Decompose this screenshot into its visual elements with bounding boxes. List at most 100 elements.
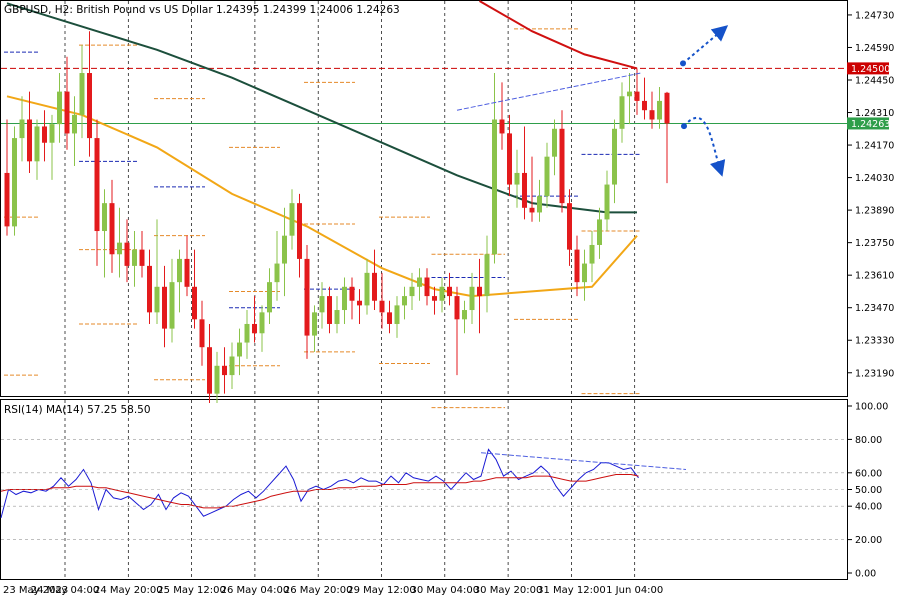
rsi-tick-label: 0.00 [855, 569, 876, 580]
candle-body [402, 296, 407, 306]
price-tick-label: 1.23610 [855, 271, 894, 282]
candle-body [507, 133, 512, 185]
candle-body [559, 128, 565, 204]
candle-body [642, 100, 647, 111]
price-axis: 1.24730 1.24590 1.24450 1.24310 1.24170 1.240… [847, 10, 894, 379]
pivot-levels [4, 28, 640, 409]
candles [4, 31, 670, 403]
rsi-tick-label: 20.00 [855, 535, 882, 546]
arrow-down [683, 117, 726, 177]
candle-body [334, 310, 340, 324]
price-pane[interactable] [0, 0, 848, 397]
candle-body [589, 244, 595, 264]
candle-body [34, 126, 40, 162]
candle-body [619, 96, 625, 129]
rsi-tick-label: 50.00 [855, 485, 882, 496]
candle-body [544, 156, 550, 197]
candle-body [439, 286, 445, 301]
candle-body [79, 73, 85, 115]
moving-average-line [479, 0, 638, 70]
candle-body [357, 300, 362, 306]
time-tick-label: 24 May 04:00 [31, 585, 100, 596]
candle-body [447, 286, 452, 297]
candle-body [514, 172, 520, 185]
candle-body [207, 347, 212, 394]
candle-body [12, 138, 17, 227]
candle-body [244, 323, 250, 343]
candle-body [424, 277, 430, 297]
candle-body [634, 91, 640, 101]
candle-body [567, 203, 572, 250]
candle-body [139, 249, 145, 266]
candle-body [169, 282, 175, 329]
candle-body [409, 286, 415, 297]
rsi-tick-label: 60.00 [855, 468, 882, 479]
candle-body [124, 242, 130, 266]
candle-body [87, 73, 92, 139]
candle-body [342, 286, 347, 311]
price-trendline [456, 72, 642, 111]
candle-body [379, 300, 385, 313]
candle-body [477, 286, 482, 297]
price-tick-label: 1.24590 [855, 43, 894, 54]
candle-body [582, 263, 587, 283]
candle-body [274, 263, 280, 283]
candle-body [499, 119, 505, 134]
candle-body [649, 110, 655, 120]
price-tick-label: 1.24030 [855, 173, 894, 184]
candle-body [214, 365, 220, 394]
price-tick-label: 1.23330 [855, 336, 894, 347]
time-tick-label: 30 May 04:00 [411, 585, 480, 596]
candle-body [177, 258, 182, 283]
candle-body [364, 272, 370, 306]
candle-body [162, 286, 167, 329]
candle-body [394, 305, 400, 324]
rsi-tick-label: 100.00 [855, 402, 888, 413]
candle-body [109, 203, 115, 255]
candle-body [529, 207, 535, 213]
price-tick-label: 1.23750 [855, 238, 894, 249]
candle-body [259, 312, 265, 334]
rsi-series-line [0, 448, 639, 519]
rsi-trendline [480, 452, 687, 470]
price-tick-label: 1.24730 [855, 10, 894, 21]
rsi-axis: 100.00 80.00 60.00 50.00 40.00 20.00 0.00 [1, 402, 888, 580]
candle-body [72, 114, 77, 134]
rsi-tick-label: 80.00 [855, 435, 882, 446]
rsi-header: RSI(14) MA(14) 57.25 58.50 [4, 404, 151, 416]
candle-body [552, 128, 557, 157]
candle-body [574, 249, 580, 283]
price-tick-label: 1.23190 [855, 368, 894, 379]
candle-body [372, 272, 377, 301]
candle-body [229, 356, 235, 376]
candle-body [192, 286, 197, 320]
current-price-tag [847, 117, 889, 130]
candle-body [117, 242, 122, 255]
candle-body [469, 286, 475, 311]
rsi-tick-label: 40.00 [855, 502, 882, 513]
candle-body [267, 282, 272, 313]
candle-body [27, 119, 32, 162]
candle-body [492, 119, 497, 255]
candle-body [537, 196, 542, 213]
price-tick-label: 1.24450 [855, 76, 894, 87]
chart-header: GBPUSD, H2: British Pound vs US Dollar 1… [4, 4, 400, 16]
resistance-price-label: 1.24500 [851, 64, 890, 75]
candle-body [297, 203, 302, 259]
trendline[interactable] [456, 72, 642, 111]
candle-body [154, 286, 160, 313]
candle-body [19, 119, 25, 139]
candle-body [432, 296, 437, 301]
candle-body [462, 310, 467, 320]
price-tick-label: 1.23470 [855, 303, 894, 314]
candle-body [312, 312, 317, 336]
price-tick-label: 1.24170 [855, 141, 894, 152]
candle-body [237, 342, 242, 357]
candle-body [657, 100, 662, 120]
candle-body [597, 219, 602, 245]
time-tick-label: 24 May 20:00 [94, 585, 163, 596]
candle-body [349, 286, 355, 301]
